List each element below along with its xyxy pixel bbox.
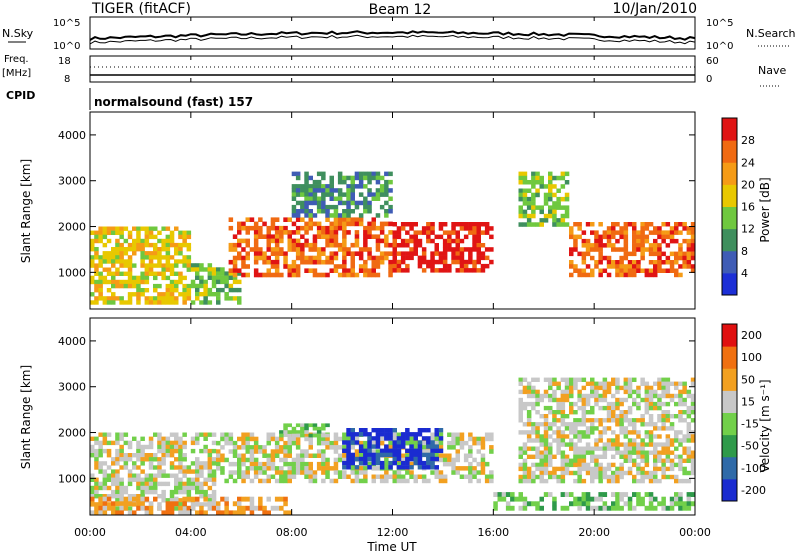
nsky-line — [89, 30, 696, 41]
power-colorbar: 4 8 12 16 20 24 28 — [721, 117, 755, 296]
colorbar-tick-4: -15 — [741, 418, 759, 431]
colorbar-seg-4 — [722, 390, 737, 413]
xtick-label-5: 20:00 — [578, 526, 610, 539]
nave-tick-top: 60 — [706, 56, 719, 67]
beam-title: Beam 12 — [369, 2, 432, 18]
colorbar-tick-0: 200 — [741, 329, 762, 342]
nsky-trace — [89, 30, 696, 45]
power-colorbar-label: Power [dB] — [758, 177, 772, 242]
colorbar-seg-0 — [722, 272, 737, 296]
ytick-label-0: 1000 — [58, 266, 86, 279]
freq-label: Freq. — [4, 54, 29, 65]
data-region-5 — [518, 377, 696, 484]
data-region-6 — [569, 222, 696, 278]
freq-trace — [90, 66, 695, 76]
xtick-label-1: 04:00 — [175, 526, 207, 539]
ytick-label-2: 3000 — [58, 381, 86, 394]
colorbar-seg-6 — [722, 140, 737, 163]
colorbar-tick-3: 16 — [741, 201, 755, 214]
colorbar-seg-2 — [722, 228, 737, 252]
data-region-3 — [279, 423, 330, 438]
data-region-1 — [190, 263, 242, 305]
colorbar-seg-7 — [722, 118, 737, 141]
nsearch-label: N.Search — [746, 27, 796, 40]
nsky-tick-top: 10^5 — [53, 18, 80, 29]
nsearch-tick-bottom: 10^0 — [706, 41, 733, 52]
data-region-4 — [90, 496, 292, 516]
velocity-ylabel: Slant Range [km] — [19, 365, 33, 469]
nave-tick-bottom: 0 — [706, 74, 712, 85]
colorbar-tick-7: -200 — [741, 484, 766, 497]
data-region-3 — [291, 171, 393, 218]
date-title: 10/Jan/2010 — [613, 1, 697, 17]
colorbar-seg-3 — [722, 412, 737, 436]
nsearch-tick-top: 10^5 — [706, 18, 733, 29]
time-xaxis: 00:00 04:00 08:00 12:00 16:00 20:00 00:00 — [74, 17, 711, 539]
colorbar-tick-1: 8 — [741, 245, 748, 258]
station-title: TIGER (fitACF) — [91, 1, 191, 17]
colorbar-tick-6: -100 — [741, 462, 766, 475]
xtick-label-2: 08:00 — [276, 526, 308, 539]
xtick-label-3: 12:00 — [377, 526, 409, 539]
colorbar-tick-4: 20 — [741, 178, 755, 191]
cpid-label: CPID — [6, 89, 35, 102]
data-region-0 — [90, 226, 192, 305]
data-region-2 — [342, 428, 444, 470]
freq-unit: [MHz] — [2, 68, 31, 79]
velocity-colorbar-label: Velocity [m s⁻¹] — [758, 379, 772, 472]
freq-tick-top: 18 — [58, 56, 71, 67]
ytick-label-1: 2000 — [58, 427, 86, 440]
ytick-label-3: 4000 — [58, 129, 86, 142]
colorbar-tick-1: 100 — [741, 351, 762, 364]
colorbar-tick-5: 24 — [741, 156, 755, 169]
colorbar-seg-3 — [722, 206, 737, 230]
xtick-label-6: 00:00 — [679, 526, 711, 539]
power-heatmap — [90, 171, 696, 305]
colorbar-seg-5 — [722, 162, 737, 185]
colorbar-tick-2: 12 — [741, 223, 755, 236]
velocity-heatmap — [90, 377, 696, 516]
colorbar-tick-0: 4 — [741, 267, 748, 280]
colorbar-seg-0 — [722, 478, 737, 502]
velocity-colorbar: 200 100 50 15 -15 -50 -100 -200 — [721, 323, 766, 502]
power-ylabel: Slant Range [km] — [19, 159, 33, 263]
x-axis-label: Time UT — [366, 540, 417, 554]
ytick-label-0: 1000 — [58, 472, 86, 485]
data-region-0 — [90, 432, 217, 511]
colorbar-tick-5: -50 — [741, 440, 759, 453]
xtick-label-0: 00:00 — [74, 526, 106, 539]
colorbar-tick-6: 28 — [741, 134, 755, 147]
colorbar-frame — [721, 323, 738, 502]
nave-label: Nave — [758, 64, 786, 77]
data-region-4 — [392, 222, 494, 273]
nsky-tick-bottom: 10^0 — [53, 41, 80, 52]
ytick-label-2: 3000 — [58, 175, 86, 188]
power-yaxis: 1000 2000 3000 4000 — [58, 129, 695, 279]
xtick-label-4: 16:00 — [477, 526, 509, 539]
colorbar-tick-3: 15 — [741, 395, 755, 408]
ytick-label-1: 2000 — [58, 221, 86, 234]
colorbar-seg-4 — [722, 184, 737, 207]
ytick-label-3: 4000 — [58, 335, 86, 348]
data-region-2 — [228, 217, 393, 278]
colorbar-seg-6 — [722, 346, 737, 369]
colorbar-seg-1 — [722, 456, 737, 480]
velocity-yaxis: 1000 2000 3000 4000 — [58, 335, 695, 485]
nsearch-line — [89, 34, 696, 45]
colorbar-seg-7 — [722, 324, 737, 347]
data-region-6 — [493, 492, 696, 511]
colorbar-tick-2: 50 — [741, 373, 755, 386]
colorbar-seg-1 — [722, 250, 737, 274]
nsky-label: N.Sky — [2, 27, 34, 40]
colorbar-seg-2 — [722, 434, 737, 458]
data-region-5 — [518, 171, 570, 227]
colorbar-seg-5 — [722, 368, 737, 391]
cpid-text: normalsound (fast) 157 — [94, 95, 253, 109]
freq-tick-bottom: 8 — [64, 74, 70, 85]
colorbar-frame — [721, 117, 738, 296]
